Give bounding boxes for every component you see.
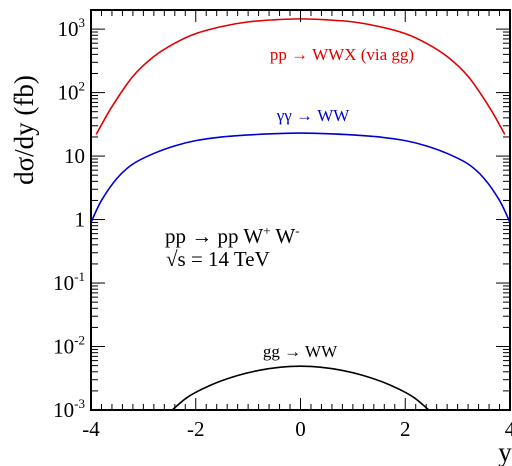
y-tick-label: 10 (64, 144, 85, 168)
energy-label-root: √s (166, 247, 186, 271)
y-tick-label: 1 (75, 208, 86, 232)
series-line (171, 365, 430, 410)
y-tick-labels: 10-3 10-2 10-1 1 10 102 103 (53, 15, 85, 422)
process-label-text: pp → pp W (165, 224, 263, 248)
series-labels: pp → WWX (via gg) γγ → WW gg → WW (263, 45, 414, 361)
y-tick-label: 102 (58, 79, 86, 105)
x-tick-label: -2 (187, 417, 205, 441)
y-tick-label: 10-3 (53, 396, 85, 422)
y-axis-label: dσ/dy (fb) (9, 75, 39, 185)
y-tick-label: 10-1 (53, 269, 85, 295)
minor-ticks (91, 9, 510, 410)
x-tick-labels: -4 -2 0 2 4 (82, 417, 512, 441)
x-axis-label: y (498, 437, 512, 466)
energy-label-value: = 14 TeV (186, 247, 270, 271)
major-ticks (90, 10, 511, 411)
x-tick-label: 0 (295, 417, 306, 441)
series-line (91, 132, 510, 223)
process-label-line1: pp → pp W+ W- (165, 223, 300, 248)
x-tick-label: -4 (82, 417, 100, 441)
y-tick-label: 103 (58, 15, 86, 41)
series-label: γγ → WW (276, 106, 351, 125)
x-tick-label: 4 (505, 417, 512, 441)
series-label: pp → WWX (via gg) (270, 45, 414, 64)
x-tick-label: 2 (400, 417, 411, 441)
series-label: gg → WW (263, 342, 338, 361)
y-tick-label: 10-2 (53, 333, 85, 359)
process-label-mid: W (271, 224, 296, 248)
process-label-sup-plus: + (263, 223, 270, 238)
energy-label: √s = 14 TeV (166, 247, 270, 271)
process-label-sup-minus: - (295, 223, 299, 238)
